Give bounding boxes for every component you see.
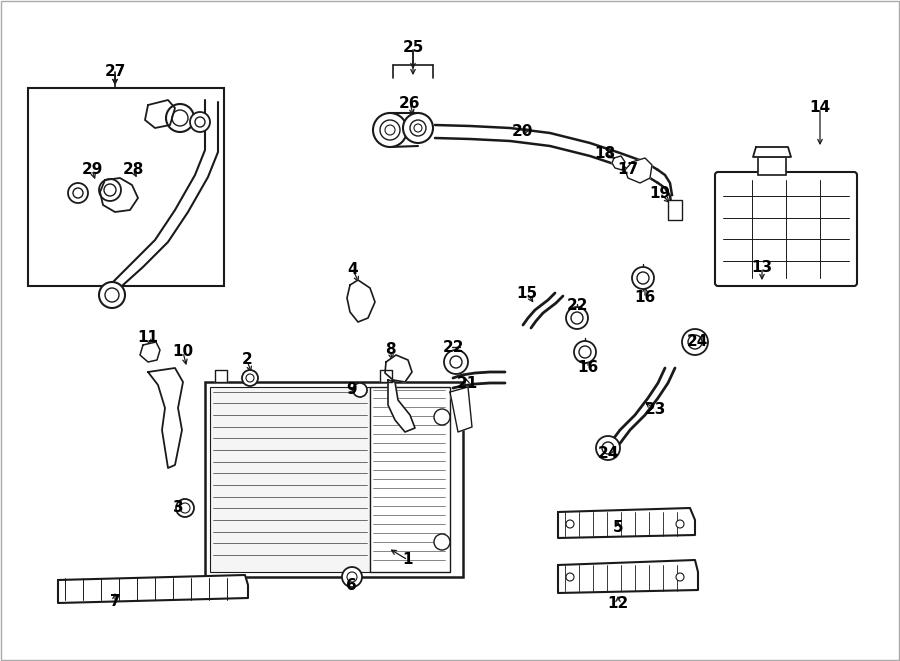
- Text: 25: 25: [402, 40, 424, 56]
- Text: 8: 8: [384, 342, 395, 358]
- Text: 12: 12: [608, 596, 628, 611]
- Circle shape: [246, 374, 254, 382]
- Text: 27: 27: [104, 65, 126, 79]
- Circle shape: [342, 567, 362, 587]
- Text: 26: 26: [400, 95, 421, 110]
- Text: 19: 19: [650, 186, 670, 200]
- Circle shape: [676, 573, 684, 581]
- Circle shape: [242, 370, 258, 386]
- Circle shape: [380, 120, 400, 140]
- Circle shape: [579, 346, 591, 358]
- Text: 28: 28: [122, 163, 144, 178]
- Text: 22: 22: [567, 297, 589, 313]
- Polygon shape: [625, 158, 652, 183]
- Circle shape: [596, 436, 620, 460]
- Polygon shape: [388, 380, 415, 432]
- Circle shape: [571, 312, 583, 324]
- Circle shape: [444, 350, 468, 374]
- Bar: [370, 387, 450, 572]
- Circle shape: [180, 503, 190, 513]
- Circle shape: [105, 288, 119, 302]
- Circle shape: [353, 383, 367, 397]
- Circle shape: [566, 520, 574, 528]
- Text: 3: 3: [173, 500, 184, 516]
- Bar: [205, 382, 463, 577]
- Polygon shape: [140, 342, 160, 362]
- Text: 16: 16: [634, 290, 655, 305]
- Circle shape: [385, 125, 395, 135]
- Polygon shape: [558, 508, 695, 538]
- Circle shape: [347, 572, 357, 582]
- Circle shape: [566, 307, 588, 329]
- FancyBboxPatch shape: [715, 172, 857, 286]
- Circle shape: [195, 117, 205, 127]
- Text: 21: 21: [456, 375, 478, 391]
- Polygon shape: [450, 387, 472, 432]
- Text: 13: 13: [752, 260, 772, 276]
- Polygon shape: [58, 575, 248, 603]
- Circle shape: [176, 499, 194, 517]
- Bar: [28, 88, 224, 286]
- Text: 14: 14: [809, 100, 831, 116]
- Circle shape: [73, 188, 83, 198]
- Polygon shape: [148, 368, 183, 468]
- Circle shape: [566, 573, 574, 581]
- Text: 24: 24: [687, 334, 707, 350]
- Circle shape: [373, 113, 407, 147]
- Text: 18: 18: [594, 145, 616, 161]
- Text: 29: 29: [81, 163, 103, 178]
- Polygon shape: [380, 370, 392, 382]
- Text: 6: 6: [346, 578, 356, 592]
- Polygon shape: [347, 280, 375, 322]
- Text: 11: 11: [138, 330, 158, 346]
- Circle shape: [688, 335, 702, 349]
- Circle shape: [172, 110, 188, 126]
- Circle shape: [574, 341, 596, 363]
- Text: 15: 15: [517, 286, 537, 301]
- Polygon shape: [612, 156, 625, 170]
- Text: 1: 1: [403, 553, 413, 568]
- Circle shape: [403, 113, 433, 143]
- Circle shape: [602, 442, 614, 454]
- Text: 9: 9: [346, 383, 357, 397]
- Circle shape: [410, 120, 426, 136]
- Polygon shape: [100, 178, 138, 212]
- Circle shape: [104, 184, 116, 196]
- Text: 22: 22: [443, 340, 464, 356]
- Bar: [210, 387, 370, 572]
- Circle shape: [450, 356, 462, 368]
- Text: 20: 20: [511, 124, 533, 139]
- Circle shape: [414, 124, 422, 132]
- Polygon shape: [753, 147, 791, 157]
- Bar: [668, 200, 682, 220]
- Text: 23: 23: [644, 403, 666, 418]
- Text: 7: 7: [110, 594, 121, 609]
- Text: 4: 4: [347, 262, 358, 278]
- Text: 17: 17: [617, 163, 639, 178]
- Circle shape: [676, 520, 684, 528]
- Text: 5: 5: [613, 520, 624, 535]
- Text: 24: 24: [598, 446, 618, 461]
- Circle shape: [637, 272, 649, 284]
- Polygon shape: [385, 355, 412, 382]
- Text: 2: 2: [241, 352, 252, 368]
- Circle shape: [99, 282, 125, 308]
- Circle shape: [190, 112, 210, 132]
- Circle shape: [434, 534, 450, 550]
- Circle shape: [434, 409, 450, 425]
- Polygon shape: [145, 100, 175, 128]
- Polygon shape: [558, 560, 698, 593]
- Text: 16: 16: [578, 360, 599, 375]
- Circle shape: [99, 179, 121, 201]
- Polygon shape: [215, 370, 227, 382]
- Circle shape: [632, 267, 654, 289]
- Text: 10: 10: [173, 344, 194, 360]
- Bar: [758, 157, 786, 175]
- Circle shape: [682, 329, 708, 355]
- Circle shape: [166, 104, 194, 132]
- Circle shape: [68, 183, 88, 203]
